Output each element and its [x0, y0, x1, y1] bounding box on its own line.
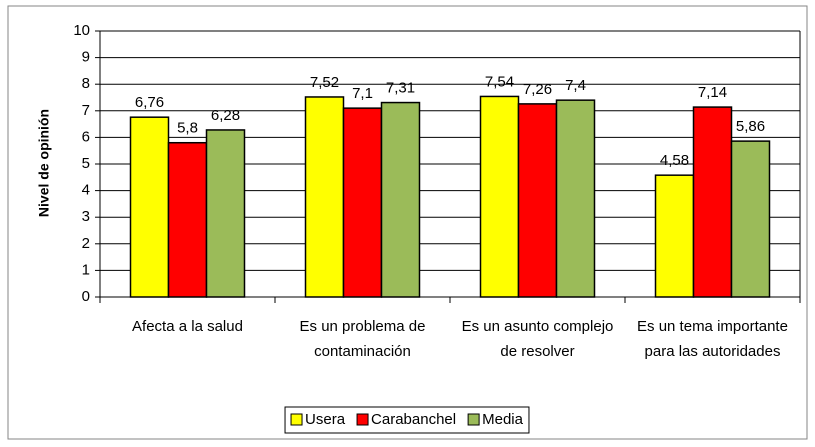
y-tick-label: 3	[82, 208, 90, 225]
x-tick-label: Afecta a la salud	[132, 318, 243, 335]
legend: Usera Carabanchel Media	[284, 406, 530, 434]
data-label: 7,54	[485, 73, 514, 90]
x-tick-line: de resolver	[500, 343, 574, 360]
legend-label: Usera	[305, 411, 346, 428]
data-label: 6,76	[135, 94, 164, 111]
x-tick-label: Es un problema de contaminación	[300, 318, 426, 360]
y-tick-label: 1	[82, 261, 90, 278]
y-tick-label: 8	[82, 75, 90, 92]
x-tick-line: Afecta a la salud	[132, 318, 243, 335]
legend-swatch	[290, 413, 303, 426]
bar	[205, 129, 246, 298]
data-label: 7,52	[310, 74, 339, 91]
x-tick-line: Es un tema importante	[637, 318, 788, 335]
bar	[380, 101, 421, 298]
x-tick-label: Es un asunto complejo de resolver	[462, 318, 614, 360]
x-tick-line: Es un asunto complejo	[462, 318, 614, 335]
y-tick-label: 4	[82, 182, 90, 199]
y-tick-label: 7	[82, 102, 90, 119]
data-label: 7,31	[386, 80, 415, 97]
bar	[654, 174, 695, 298]
bar	[129, 116, 170, 298]
y-tick-label: 9	[82, 49, 90, 66]
bar	[517, 103, 558, 298]
data-label: 7,14	[698, 84, 727, 101]
data-label: 7,1	[352, 85, 373, 102]
y-axis-label: Nivel de opinión	[36, 109, 52, 217]
data-label: 5,86	[736, 118, 765, 135]
bar	[167, 141, 208, 298]
bar	[555, 99, 596, 298]
bar	[730, 140, 771, 298]
y-tick-label: 6	[82, 128, 90, 145]
x-tick-label: Es un tema importante para las autoridade…	[637, 318, 788, 360]
bar	[692, 106, 733, 298]
bar	[479, 95, 520, 298]
legend-label: Carabanchel	[371, 411, 456, 428]
bar	[342, 107, 383, 298]
x-tick-line: Es un problema de	[300, 318, 426, 335]
y-tick-label: 10	[73, 22, 90, 39]
legend-label: Media	[482, 411, 524, 428]
legend-swatch	[356, 413, 369, 426]
y-tick-label: 2	[82, 235, 90, 252]
legend-box	[284, 406, 530, 434]
data-label: 7,4	[565, 77, 586, 94]
data-label: 7,26	[523, 81, 552, 98]
x-tick-line: contaminación	[314, 343, 411, 360]
data-label: 6,28	[211, 107, 240, 124]
x-tick-line: para las autoridades	[645, 343, 781, 360]
data-label: 4,58	[660, 152, 689, 169]
y-tick-label: 5	[82, 155, 90, 172]
bar	[304, 96, 345, 298]
y-tick-label: 0	[82, 288, 90, 305]
legend-swatch	[467, 413, 480, 426]
data-label: 5,8	[177, 120, 198, 137]
